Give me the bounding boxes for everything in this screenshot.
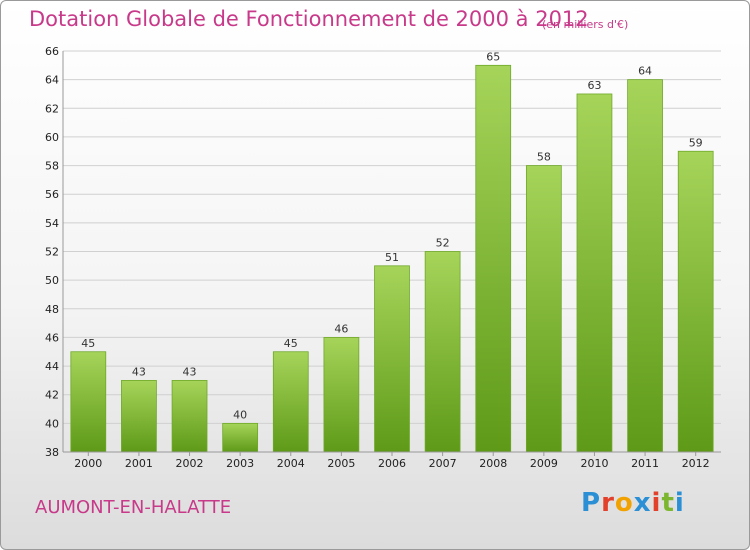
y-tick-label: 44	[45, 360, 59, 373]
bar	[475, 64, 512, 453]
y-tick-label: 46	[45, 331, 59, 344]
bar	[677, 150, 714, 453]
logo-letter: x	[633, 488, 652, 518]
logo-letter: i	[651, 488, 662, 518]
bar-value-label: 51	[385, 251, 399, 264]
x-tick-label: 2002	[176, 457, 204, 470]
axes: 38 40 42 44 46 48 50 52 54 56 58 60 62 64 66 2000 2001 20…	[45, 45, 721, 470]
commune-name: AUMONT-EN-HALATTE	[35, 497, 232, 518]
bar	[424, 251, 461, 453]
bar	[121, 379, 157, 453]
bar-value-label: 45	[81, 337, 95, 350]
y-tick-label: 54	[45, 217, 59, 230]
x-tick-label: 2011	[631, 457, 659, 470]
bar-value-label: 46	[334, 322, 348, 335]
x-tick-label: 2008	[479, 457, 507, 470]
y-tick-label: 66	[45, 45, 59, 58]
logo-letter: i	[674, 488, 685, 518]
chart-title: Dotation Globale de Fonctionnement de 20…	[29, 7, 589, 31]
x-tick-label: 2007	[429, 457, 457, 470]
chart-unit: (en milliers d'€)	[542, 18, 629, 31]
y-tick-label: 58	[45, 160, 59, 173]
y-tick-label: 60	[45, 131, 59, 144]
logo-letter: t	[661, 488, 675, 518]
x-tick-label: 2010	[580, 457, 608, 470]
logo-letter: r	[601, 488, 615, 518]
bar	[323, 337, 360, 453]
y-tick-label: 62	[45, 102, 59, 115]
bar-value-label: 52	[436, 237, 450, 250]
x-tick-label: 2006	[378, 457, 406, 470]
bar	[576, 93, 613, 453]
bar	[374, 265, 410, 453]
y-tick-label: 56	[45, 188, 59, 201]
y-tick-label: 48	[45, 303, 59, 316]
bar-value-label: 63	[587, 79, 601, 92]
bar	[525, 165, 562, 453]
bar-value-label: 45	[284, 337, 298, 350]
bar-value-label: 43	[132, 365, 146, 378]
bar-value-label: 40	[233, 408, 247, 421]
x-tick-label: 2012	[682, 457, 710, 470]
bar	[171, 379, 208, 453]
y-tick-label: 52	[45, 246, 59, 259]
y-tick-label: 40	[45, 417, 59, 430]
bar-value-label: 58	[537, 151, 551, 164]
y-tick-label: 38	[45, 446, 59, 459]
y-tick-label: 50	[45, 274, 59, 287]
bar	[627, 79, 663, 453]
y-tick-label: 64	[45, 74, 59, 87]
x-tick-label: 2003	[226, 457, 254, 470]
y-tick-label: 42	[45, 389, 59, 402]
bars: 45 43 43 40 45 46 51 52 65 58 63 64 59	[70, 50, 714, 453]
logo-letter: o	[614, 488, 634, 518]
bar-value-label: 43	[183, 365, 197, 378]
bar	[70, 351, 107, 453]
bar-value-label: 65	[486, 50, 500, 63]
x-tick-label: 2005	[327, 457, 355, 470]
bar-value-label: 64	[638, 65, 652, 78]
x-tick-label: 2001	[125, 457, 153, 470]
bar	[272, 351, 309, 453]
bar	[222, 422, 259, 453]
x-tick-label: 2009	[530, 457, 558, 470]
x-tick-label: 2000	[74, 457, 102, 470]
proxiti-logo: Proxiti	[581, 488, 685, 518]
x-tick-label: 2004	[277, 457, 305, 470]
logo-letter: P	[581, 488, 602, 518]
bar-value-label: 59	[689, 136, 703, 149]
